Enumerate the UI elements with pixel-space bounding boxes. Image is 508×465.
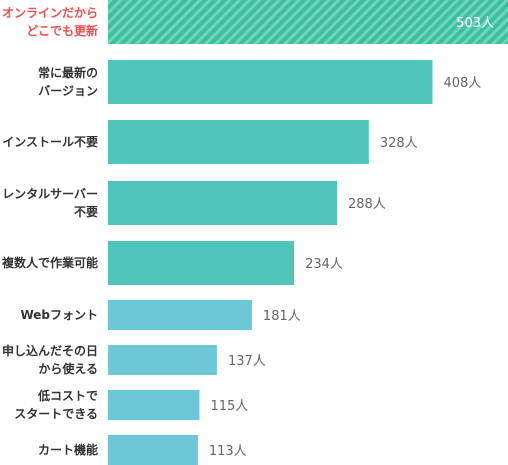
value-label-5: 234人	[305, 257, 343, 272]
value-label-8: 115人	[210, 399, 248, 414]
bar-1	[108, 0, 508, 44]
category-label-7: 申し込んだその日から使える	[2, 343, 98, 376]
bar-7	[108, 345, 217, 375]
value-labels: 503人 408人 328人 288人 234人 181人 137人 115人 113人	[209, 16, 494, 459]
category-label-6: Webフォント	[20, 308, 98, 322]
category-label-4: レンタルサーバー不要	[2, 187, 98, 219]
bar-2	[108, 60, 433, 104]
value-label-2: 408人	[443, 76, 481, 91]
bar-3	[108, 120, 369, 164]
bar-6	[108, 300, 252, 330]
bar-4	[108, 181, 338, 225]
value-label-6: 181人	[263, 309, 301, 324]
category-label-9: カート機能	[38, 442, 98, 457]
category-label-3: インストール不要	[2, 134, 98, 149]
category-label-1: オンラインだからどこでも更新	[2, 6, 98, 38]
bar-9	[108, 435, 198, 465]
bars	[108, 0, 508, 465]
value-label-3: 328人	[380, 136, 418, 151]
value-label-9: 113人	[209, 444, 247, 459]
category-label-2: 常に最新のバージョン	[38, 65, 98, 98]
value-label-4: 288人	[348, 197, 386, 212]
value-label-1: 503人	[456, 16, 494, 31]
category-label-8: 低コストでスタートできる	[14, 388, 98, 421]
bar-8	[108, 390, 200, 420]
category-label-5: 複数人で作業可能	[1, 255, 98, 270]
category-labels: オンラインだからどこでも更新常に最新のバージョンインストール不要レンタルサーバー…	[1, 6, 98, 457]
bar-5	[108, 241, 295, 285]
value-label-7: 137人	[228, 354, 266, 369]
